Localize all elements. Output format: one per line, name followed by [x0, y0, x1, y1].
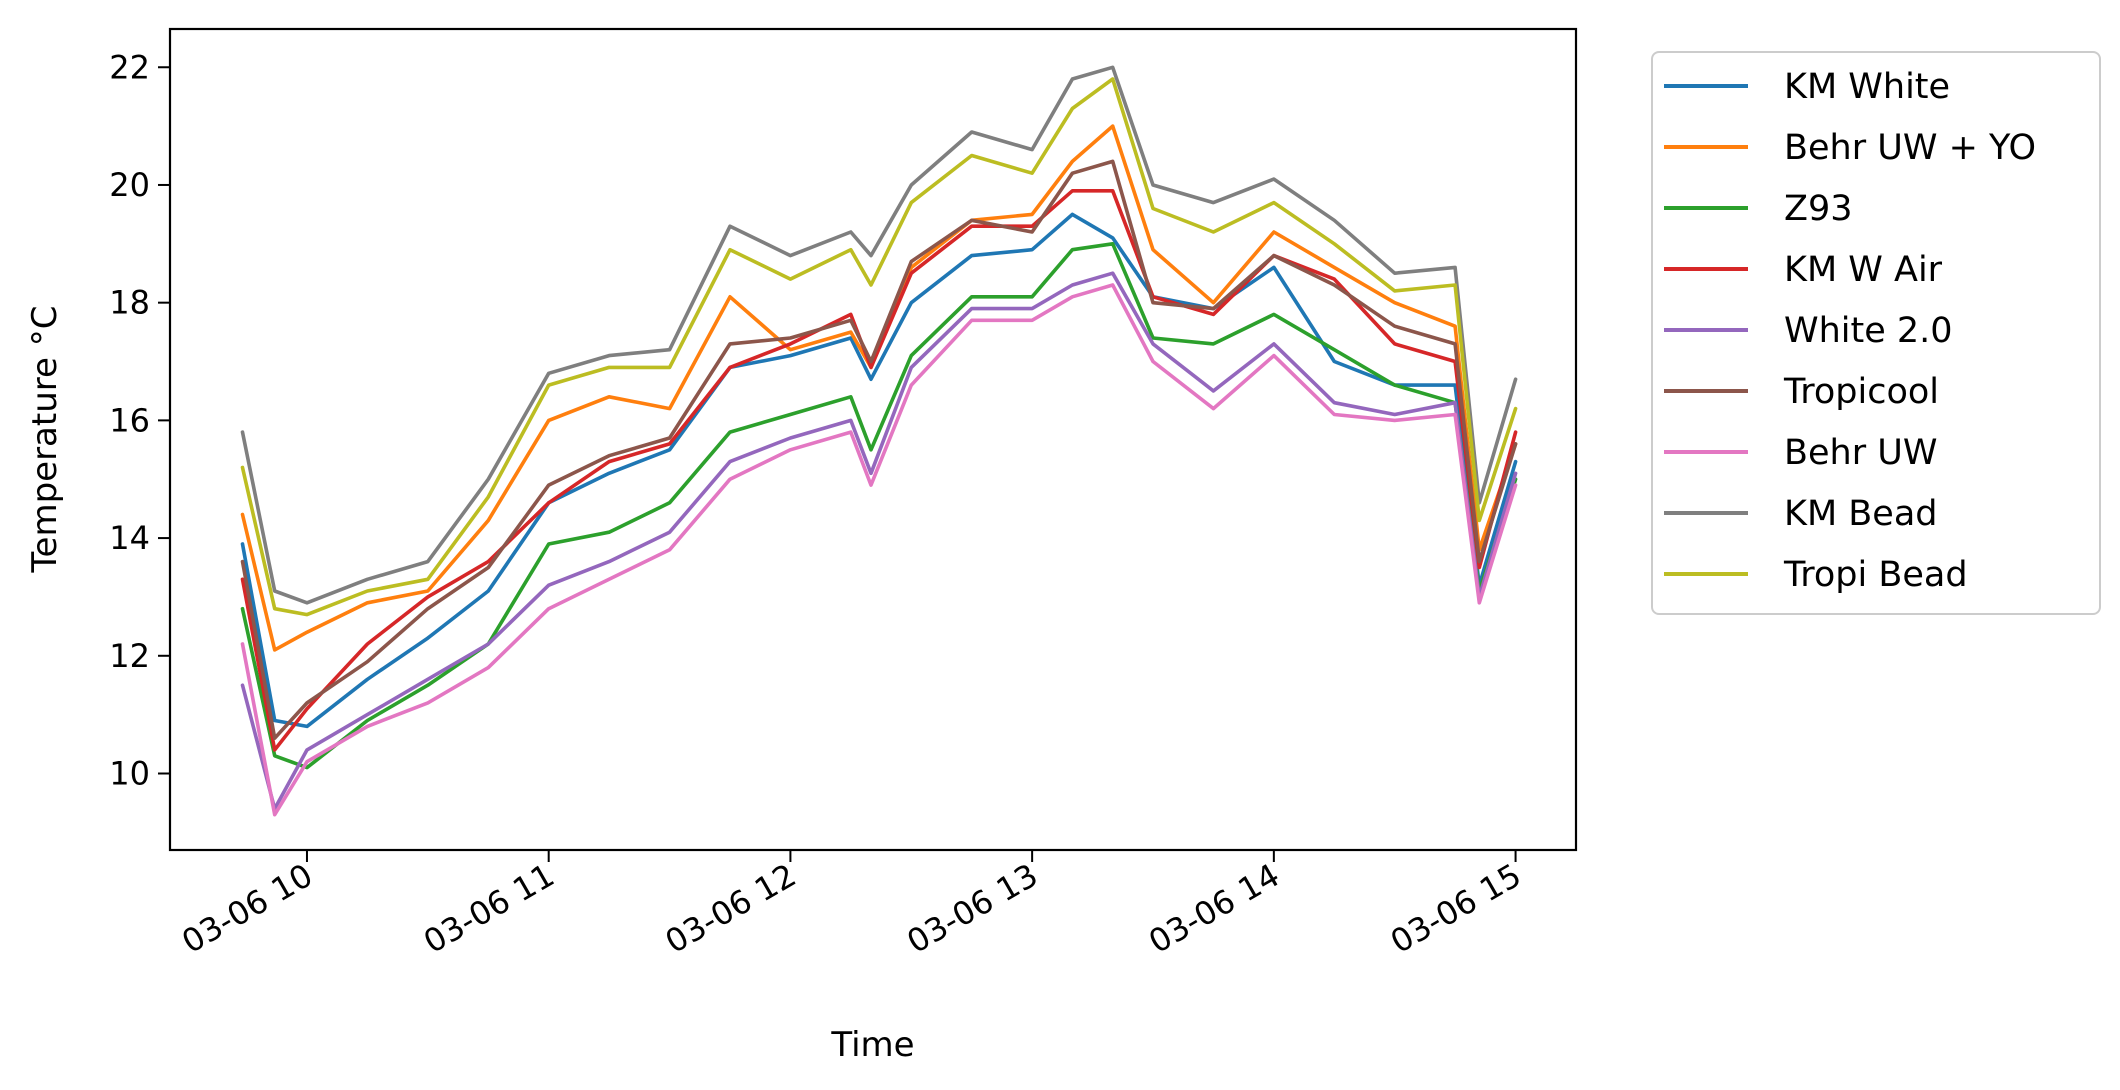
series-line-6 [240, 283, 1518, 817]
series-lines [240, 65, 1518, 817]
legend-box [1651, 51, 2101, 615]
legend-label: KM White [1784, 67, 1950, 107]
y-tick-label: 16 [109, 401, 150, 439]
x-axis-ticks: 03-06 10 03-06 11 03-06 12 03-06 13 03-06 14… [175, 850, 1528, 961]
y-axis-ticks: 10 12 14 16 18 20 22 [109, 48, 170, 792]
y-tick-label: 12 [109, 637, 150, 675]
series-line-7 [240, 65, 1518, 605]
legend-label: KM Bead [1784, 494, 1937, 534]
legend-label: KM W Air [1784, 250, 1943, 290]
series-line-5 [240, 159, 1518, 741]
series-line-4 [240, 271, 1518, 811]
legend-label: Z93 [1784, 189, 1853, 229]
legend: KM White Behr UW + YO Z93 KM W Air White 2.0… [1651, 51, 2101, 615]
plot-area-frame [168, 27, 1578, 852]
x-tick-label: 03-06 13 [901, 856, 1045, 961]
x-tick-label: 03-06 10 [175, 856, 319, 961]
legend-label: White 2.0 [1784, 311, 1953, 351]
y-tick-label: 10 [109, 754, 150, 792]
y-tick-label: 14 [109, 519, 150, 557]
legend-label: Behr UW [1784, 433, 1937, 473]
y-tick-label: 22 [109, 48, 150, 86]
x-tick-label: 03-06 11 [417, 856, 561, 961]
series-line-0 [240, 212, 1518, 729]
x-axis-label: Time [830, 1025, 914, 1065]
y-tick-label: 20 [109, 166, 150, 204]
y-tick-label: 18 [109, 284, 150, 322]
legend-label: Tropicool [1783, 372, 1939, 412]
series-line-3 [240, 189, 1518, 752]
x-tick-label: 03-06 12 [659, 856, 803, 961]
legend-label: Behr UW + YO [1784, 128, 2036, 168]
y-axis-label: Temperature °C [25, 306, 65, 574]
series-line-2 [240, 242, 1518, 770]
x-tick-label: 03-06 14 [1142, 856, 1286, 961]
series-line-8 [240, 77, 1518, 617]
x-tick-label: 03-06 15 [1384, 856, 1528, 961]
legend-label: Tropi Bead [1783, 555, 1968, 595]
